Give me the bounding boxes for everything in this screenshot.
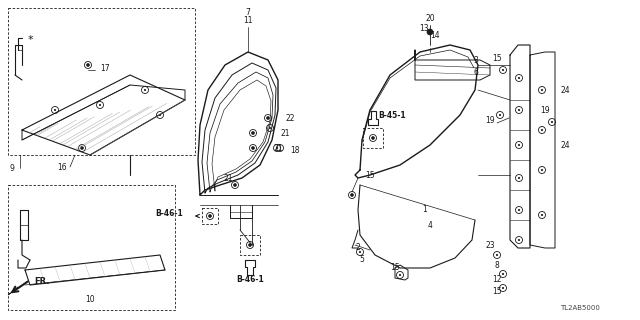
Text: 19: 19 <box>540 106 550 115</box>
Circle shape <box>252 147 255 149</box>
Text: 10: 10 <box>85 295 95 305</box>
Text: 18: 18 <box>291 146 300 155</box>
Circle shape <box>551 121 553 123</box>
Circle shape <box>541 129 543 131</box>
Circle shape <box>99 104 101 106</box>
Circle shape <box>541 214 543 216</box>
Circle shape <box>496 254 498 256</box>
Circle shape <box>159 114 161 116</box>
Text: B-46-1: B-46-1 <box>156 209 183 218</box>
Circle shape <box>234 183 237 187</box>
Text: 17: 17 <box>100 63 110 73</box>
Circle shape <box>399 274 401 276</box>
Polygon shape <box>245 260 255 275</box>
Text: 16: 16 <box>57 163 67 172</box>
Text: 21: 21 <box>223 173 233 182</box>
Text: 22: 22 <box>285 114 295 123</box>
Text: 2: 2 <box>356 244 360 252</box>
Text: 11: 11 <box>243 15 253 25</box>
Text: 6: 6 <box>474 68 479 76</box>
Circle shape <box>541 169 543 171</box>
Text: 4: 4 <box>428 220 433 229</box>
Text: 5: 5 <box>360 255 364 265</box>
Circle shape <box>266 116 269 119</box>
Polygon shape <box>368 111 378 125</box>
Circle shape <box>81 147 83 149</box>
Circle shape <box>371 137 374 140</box>
Text: 3: 3 <box>474 55 479 65</box>
Text: 15: 15 <box>492 287 502 297</box>
Text: 23: 23 <box>485 241 495 250</box>
Text: 14: 14 <box>430 30 440 39</box>
Text: 24: 24 <box>560 140 570 149</box>
Text: 12: 12 <box>492 276 502 284</box>
Circle shape <box>54 109 56 111</box>
Text: B-45-1: B-45-1 <box>378 110 406 119</box>
Circle shape <box>541 89 543 91</box>
Text: 21: 21 <box>273 143 283 153</box>
Circle shape <box>276 147 278 149</box>
Circle shape <box>518 144 520 146</box>
Circle shape <box>351 194 353 196</box>
Circle shape <box>144 89 146 91</box>
Text: 21: 21 <box>280 129 290 138</box>
Text: 13: 13 <box>419 23 429 33</box>
Text: FR.: FR. <box>35 277 50 286</box>
Circle shape <box>209 214 211 218</box>
Circle shape <box>502 69 504 71</box>
Circle shape <box>502 273 504 275</box>
Text: 20: 20 <box>425 13 435 22</box>
Circle shape <box>359 251 361 253</box>
Text: 15: 15 <box>492 53 502 62</box>
Text: 8: 8 <box>495 260 499 269</box>
Circle shape <box>518 239 520 241</box>
Text: 15: 15 <box>365 171 375 180</box>
Circle shape <box>269 127 271 129</box>
Circle shape <box>518 109 520 111</box>
Text: B-46-1: B-46-1 <box>236 276 264 284</box>
Text: 7: 7 <box>246 7 250 17</box>
Text: 15: 15 <box>390 263 400 273</box>
Text: 19: 19 <box>485 116 495 124</box>
Circle shape <box>518 77 520 79</box>
Circle shape <box>252 132 255 134</box>
Circle shape <box>499 114 501 116</box>
Circle shape <box>86 63 90 67</box>
Text: 9: 9 <box>10 164 15 172</box>
Text: 24: 24 <box>560 85 570 94</box>
Polygon shape <box>8 287 18 295</box>
Circle shape <box>427 29 433 35</box>
Text: TL2AB5000: TL2AB5000 <box>560 305 600 311</box>
Circle shape <box>518 177 520 179</box>
Text: *: * <box>27 35 33 45</box>
Circle shape <box>248 244 252 246</box>
Circle shape <box>502 287 504 289</box>
Circle shape <box>518 209 520 211</box>
Text: 1: 1 <box>422 205 428 214</box>
